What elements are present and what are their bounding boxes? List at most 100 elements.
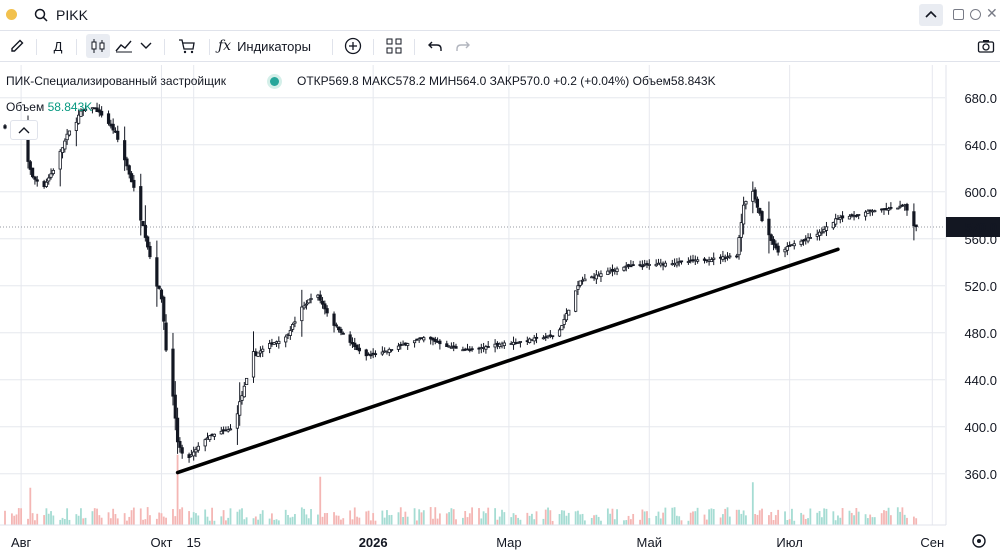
settings-icon[interactable] bbox=[972, 534, 986, 548]
volume-bar bbox=[358, 517, 361, 525]
screenshot-button[interactable] bbox=[974, 31, 998, 61]
volume-bar bbox=[208, 520, 211, 525]
volume-bar bbox=[146, 507, 149, 525]
volume-bar bbox=[837, 515, 839, 525]
volume-bar bbox=[705, 519, 708, 525]
candle-body bbox=[578, 280, 582, 286]
fx-icon: ƒx bbox=[218, 38, 232, 54]
window-circle[interactable] bbox=[970, 9, 981, 20]
candle-body bbox=[840, 215, 845, 219]
volume-bar bbox=[116, 518, 119, 525]
volume-bar bbox=[625, 520, 628, 525]
add-button[interactable] bbox=[341, 31, 365, 61]
candle-body bbox=[3, 125, 7, 129]
volume-bar bbox=[512, 513, 515, 525]
volume-bar bbox=[809, 508, 812, 525]
volume-bar bbox=[241, 508, 243, 525]
volume-bar bbox=[675, 515, 678, 525]
symbol-search[interactable]: PIKK bbox=[34, 4, 174, 26]
trade-button[interactable] bbox=[175, 31, 199, 61]
candle-body bbox=[914, 224, 918, 228]
volume-bar bbox=[825, 508, 828, 525]
volume-bar bbox=[20, 508, 23, 525]
time-tick-label: 15 bbox=[186, 535, 200, 550]
collapse-button[interactable] bbox=[919, 4, 943, 26]
volume-bar bbox=[841, 508, 844, 525]
chart-type-button[interactable] bbox=[113, 31, 135, 61]
volume-bar bbox=[149, 515, 151, 525]
candle-body bbox=[31, 167, 35, 178]
draw-button[interactable] bbox=[4, 31, 30, 61]
candle-body bbox=[599, 273, 603, 277]
volume-bar bbox=[188, 511, 190, 525]
candle-body bbox=[291, 324, 295, 330]
symbol-text[interactable]: PIKK bbox=[56, 7, 88, 23]
candle-body bbox=[148, 245, 152, 258]
volume-bar bbox=[132, 507, 135, 525]
window-close[interactable]: ✕ bbox=[986, 5, 998, 21]
volume-bar bbox=[689, 512, 692, 525]
candle-body bbox=[212, 433, 216, 437]
chart-type-dropdown[interactable] bbox=[138, 31, 154, 61]
candle-body bbox=[106, 113, 111, 124]
volume-bar bbox=[321, 516, 324, 525]
volume-bar bbox=[289, 517, 292, 525]
volume-bar bbox=[519, 519, 522, 525]
collapse-legend-button[interactable] bbox=[10, 120, 38, 140]
candle-body bbox=[125, 158, 129, 167]
volume-bar bbox=[349, 510, 352, 525]
volume-bar bbox=[712, 509, 715, 525]
volume-bar bbox=[259, 513, 262, 525]
price-chart[interactable]: 680.0640.0600.0560.0520.0480.0440.0400.0… bbox=[0, 65, 1000, 557]
volume-bar bbox=[740, 513, 743, 525]
time-tick-label: Окт bbox=[151, 535, 173, 550]
redo-icon bbox=[456, 41, 470, 51]
volume-bar bbox=[342, 518, 345, 525]
candle-body bbox=[47, 177, 51, 182]
settings-button[interactable] bbox=[972, 534, 986, 548]
volume-bar bbox=[772, 520, 775, 525]
layout-button[interactable] bbox=[382, 31, 406, 61]
candle-body bbox=[854, 215, 858, 217]
volume-bar bbox=[820, 517, 823, 525]
volume-bar bbox=[367, 510, 370, 525]
window-square[interactable] bbox=[953, 9, 964, 20]
area-chart-icon bbox=[115, 40, 132, 53]
candle-body bbox=[337, 326, 341, 331]
candle-body bbox=[785, 246, 789, 251]
indicators-label[interactable]: Индикаторы bbox=[237, 38, 311, 54]
candle-body bbox=[493, 343, 497, 348]
candle-body bbox=[647, 264, 651, 266]
indicators-button[interactable]: ƒx Индикаторы bbox=[218, 31, 322, 61]
volume-bar bbox=[848, 510, 851, 525]
candle-body bbox=[226, 429, 230, 432]
high-value: 578.2 bbox=[395, 74, 426, 88]
volume-bar bbox=[181, 507, 184, 525]
trendline[interactable] bbox=[175, 247, 840, 475]
volume-bar bbox=[195, 513, 197, 525]
volume-bar bbox=[873, 517, 876, 525]
volume-bar bbox=[510, 517, 513, 525]
interval-button[interactable]: Д bbox=[53, 38, 63, 54]
candle-body bbox=[268, 343, 272, 349]
candle-body bbox=[574, 290, 578, 312]
candle-body bbox=[615, 268, 619, 272]
volume-bar bbox=[66, 508, 69, 525]
candles-button[interactable] bbox=[86, 34, 110, 58]
legend-title[interactable]: ПИК-Специализированный застройщик bbox=[6, 74, 226, 88]
volume-bar bbox=[869, 514, 872, 525]
candle-body bbox=[834, 218, 838, 225]
redo-button[interactable] bbox=[452, 31, 474, 61]
volume-bar bbox=[365, 511, 368, 525]
undo-button[interactable] bbox=[424, 31, 446, 61]
volume-bar bbox=[224, 520, 227, 525]
candle-body bbox=[28, 161, 32, 170]
volume-bar bbox=[466, 517, 469, 525]
candle-body bbox=[898, 205, 902, 208]
candle-body bbox=[355, 344, 359, 350]
volume-bar bbox=[735, 509, 738, 525]
volume-bar bbox=[165, 517, 167, 525]
candle-body bbox=[387, 348, 391, 353]
candle-body bbox=[544, 336, 548, 339]
candle-body bbox=[847, 215, 852, 220]
